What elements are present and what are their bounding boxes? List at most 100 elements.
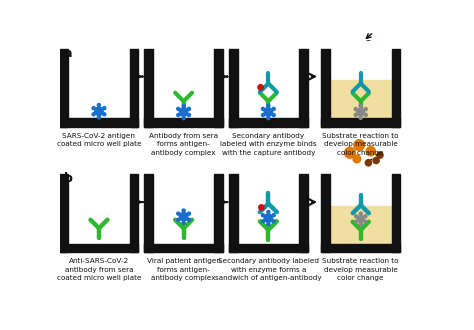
Circle shape: [182, 104, 185, 107]
Bar: [321, 174, 330, 252]
Circle shape: [187, 114, 191, 116]
Bar: [145, 49, 153, 127]
Circle shape: [92, 107, 95, 110]
Circle shape: [177, 212, 180, 215]
Bar: [321, 118, 400, 127]
Circle shape: [177, 218, 180, 221]
Bar: [229, 174, 237, 252]
Circle shape: [364, 215, 367, 218]
Circle shape: [272, 107, 275, 111]
Circle shape: [359, 116, 362, 119]
Circle shape: [364, 220, 367, 223]
Circle shape: [354, 140, 365, 150]
Bar: [214, 49, 223, 127]
Bar: [60, 49, 68, 127]
Circle shape: [262, 107, 264, 111]
Circle shape: [359, 223, 362, 226]
Circle shape: [357, 108, 365, 116]
Circle shape: [373, 157, 379, 164]
Text: b: b: [64, 172, 73, 185]
Circle shape: [377, 26, 383, 33]
Circle shape: [264, 214, 273, 222]
Circle shape: [258, 85, 264, 90]
Circle shape: [359, 212, 362, 215]
Bar: [145, 244, 223, 252]
Circle shape: [353, 30, 361, 37]
Circle shape: [272, 214, 275, 217]
Circle shape: [182, 221, 185, 224]
Circle shape: [187, 218, 191, 221]
Circle shape: [264, 108, 273, 116]
Text: Viral patient antigen
forms antigen-
antibody complex: Viral patient antigen forms antigen- ant…: [146, 258, 220, 281]
Bar: [229, 244, 308, 252]
Circle shape: [179, 108, 188, 116]
Circle shape: [187, 107, 191, 111]
Bar: [392, 174, 400, 252]
Circle shape: [377, 152, 383, 158]
Circle shape: [345, 148, 356, 158]
Circle shape: [365, 160, 372, 166]
Bar: [60, 174, 68, 252]
Circle shape: [354, 14, 365, 25]
Circle shape: [177, 114, 180, 116]
Text: Secondary antibody labeled
with enzyme forms a
sandwich of antigen-antibody: Secondary antibody labeled with enzyme f…: [215, 258, 322, 281]
Circle shape: [179, 213, 188, 221]
Circle shape: [364, 108, 367, 111]
Circle shape: [262, 220, 264, 223]
Circle shape: [177, 107, 180, 111]
Text: Secondary antibody
labeled with enzyme binds
with the capture antibody: Secondary antibody labeled with enzyme b…: [220, 133, 317, 156]
Circle shape: [267, 223, 270, 226]
Circle shape: [182, 116, 185, 120]
Bar: [145, 174, 153, 252]
Bar: [60, 118, 138, 127]
Circle shape: [95, 107, 103, 115]
Bar: [299, 49, 308, 127]
Bar: [330, 80, 392, 118]
Text: a: a: [64, 47, 72, 60]
Text: Substrate reaction to
develop measurable
color change: Substrate reaction to develop measurable…: [322, 258, 399, 281]
Circle shape: [267, 104, 270, 107]
Text: Anti-SARS-CoV-2
antibody from sera
coated micro well plate: Anti-SARS-CoV-2 antibody from sera coate…: [57, 258, 141, 281]
Bar: [214, 174, 223, 252]
Circle shape: [353, 155, 361, 163]
Circle shape: [103, 107, 106, 110]
Circle shape: [364, 113, 367, 116]
Circle shape: [267, 211, 270, 214]
Circle shape: [359, 105, 362, 108]
Circle shape: [373, 32, 379, 38]
Bar: [130, 49, 138, 127]
Circle shape: [262, 214, 264, 217]
Bar: [145, 118, 223, 127]
Text: Antibody from sera
forms antigen-
antibody complex: Antibody from sera forms antigen- antibo…: [149, 133, 218, 156]
Circle shape: [267, 116, 270, 120]
Circle shape: [103, 113, 106, 116]
Text: SARS-CoV-2 antigen
coated micro well plate: SARS-CoV-2 antigen coated micro well pla…: [57, 133, 141, 147]
Circle shape: [262, 114, 264, 116]
Circle shape: [272, 220, 275, 223]
Circle shape: [354, 113, 357, 116]
Bar: [321, 49, 330, 127]
Circle shape: [92, 113, 95, 116]
Circle shape: [354, 108, 357, 111]
Circle shape: [272, 114, 275, 116]
Bar: [229, 49, 237, 127]
Bar: [130, 174, 138, 252]
Circle shape: [182, 209, 185, 212]
Circle shape: [259, 205, 264, 210]
Bar: [392, 49, 400, 127]
Circle shape: [355, 220, 357, 223]
Circle shape: [366, 147, 375, 156]
Circle shape: [357, 215, 364, 222]
Bar: [330, 206, 392, 244]
Circle shape: [97, 116, 100, 119]
Circle shape: [345, 22, 356, 33]
Circle shape: [366, 21, 375, 30]
Bar: [60, 244, 138, 252]
Circle shape: [97, 104, 100, 107]
Circle shape: [365, 34, 372, 40]
Bar: [299, 174, 308, 252]
Bar: [229, 118, 308, 127]
Text: Substrate reaction to
develop measurable
color change: Substrate reaction to develop measurable…: [322, 133, 399, 156]
Circle shape: [355, 215, 357, 218]
Circle shape: [187, 212, 191, 215]
